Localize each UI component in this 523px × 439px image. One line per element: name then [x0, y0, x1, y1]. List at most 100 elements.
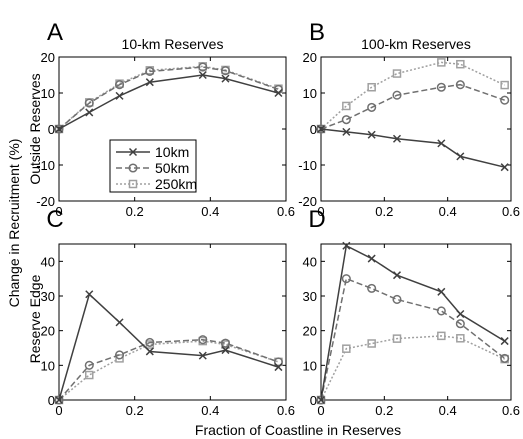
- series-line-50km: [320, 277, 506, 401]
- data-point: [198, 351, 207, 360]
- legend-item-250km: 250km: [116, 176, 197, 192]
- y-tick-label: 0: [310, 393, 317, 408]
- data-point: [198, 62, 208, 72]
- plot-frame: [320, 243, 512, 401]
- series-10km: [316, 124, 509, 172]
- series-10km: [316, 241, 509, 405]
- data-point: [342, 127, 351, 136]
- data-point: [198, 335, 208, 345]
- panel-A: 0 0.2 0.4 0.6 -20 -10 0 10 20 10-km Reserves A: [36, 19, 295, 219]
- x-tick-label: 0.2: [375, 204, 393, 219]
- data-point: [316, 124, 326, 134]
- y-tick-label: -20: [298, 194, 317, 209]
- x-tick-label: 0.6: [277, 403, 295, 418]
- y-tick-label: -10: [298, 158, 317, 173]
- data-point: [437, 331, 446, 341]
- y-tick-label: 0: [310, 122, 317, 137]
- data-point: [367, 339, 376, 348]
- legend-item-10km: 10km: [116, 144, 189, 160]
- x-tick-label: 0: [55, 403, 62, 418]
- legend-marker: [128, 147, 138, 157]
- y-axis-label: Change in Recruitment (%): [6, 139, 22, 308]
- series-250km: [54, 336, 283, 405]
- panel-title: 10-km Reserves: [122, 36, 224, 52]
- data-point: [455, 80, 465, 90]
- y-tick-label: 10: [303, 358, 317, 373]
- panel-letter: C: [46, 206, 63, 233]
- data-point: [455, 319, 465, 329]
- x-tick-label: 0.4: [201, 204, 219, 219]
- data-point: [341, 274, 351, 284]
- panel-D: 0 0.2 0.4 0.6 0 10 20 30 40 D: [303, 206, 521, 418]
- y-tick-label: 20: [303, 324, 317, 339]
- series-50km: [316, 274, 510, 405]
- panel-title: 100-km Reserves: [361, 36, 471, 52]
- x-tick-label: 0.4: [439, 204, 457, 219]
- x-axis-label: Fraction of Coastline in Reserves: [195, 422, 401, 438]
- y-tick-label: 10: [303, 86, 317, 101]
- data-point: [115, 91, 124, 100]
- data-point: [367, 254, 376, 263]
- data-point: [85, 290, 94, 299]
- x-tick-label: 0: [317, 204, 324, 219]
- series-line-50km: [320, 83, 505, 130]
- data-point: [145, 337, 155, 348]
- data-point: [367, 283, 377, 293]
- y-tick-label: 40: [303, 254, 317, 269]
- data-point: [456, 334, 465, 343]
- panel-letter: A: [47, 19, 63, 46]
- y-tick-label: 10: [41, 358, 55, 373]
- x-tick-label: 0: [55, 204, 62, 219]
- data-point: [437, 139, 446, 148]
- data-point: [145, 66, 155, 76]
- data-point: [342, 344, 351, 353]
- data-point: [220, 66, 231, 76]
- data-point: [392, 271, 402, 280]
- data-point: [500, 95, 510, 105]
- data-point: [392, 90, 402, 100]
- panel-letter: B: [309, 19, 325, 46]
- legend-label: 250km: [155, 176, 197, 192]
- data-point: [274, 363, 283, 372]
- legend-label: 50km: [155, 160, 189, 176]
- y-tick-label: 20: [41, 324, 55, 339]
- y-tick-label: 30: [303, 289, 317, 304]
- series-line-250km: [320, 335, 506, 401]
- data-point: [221, 346, 230, 355]
- y-tick-label: 0: [48, 393, 55, 408]
- data-point: [341, 115, 351, 125]
- legend-item-50km: 50km: [116, 160, 189, 176]
- data-point: [85, 370, 94, 380]
- data-point: [456, 59, 465, 69]
- series-250km: [54, 62, 283, 134]
- series-50km: [54, 62, 283, 134]
- y-tick-label: -10: [36, 158, 55, 173]
- y-tick-label: 40: [41, 254, 55, 269]
- legend-label: 10km: [155, 144, 189, 160]
- data-point: [456, 152, 465, 161]
- data-point: [436, 306, 446, 316]
- data-point: [145, 347, 154, 356]
- series-50km: [54, 335, 283, 405]
- x-tick-label: 0.6: [277, 204, 295, 219]
- data-point: [115, 354, 124, 363]
- data-point: [367, 102, 377, 112]
- data-point: [84, 360, 94, 370]
- series-line-10km: [58, 74, 279, 130]
- series-line-10km: [58, 292, 279, 401]
- data-point: [500, 353, 510, 363]
- data-point: [54, 124, 64, 134]
- series-50km: [316, 80, 510, 134]
- series-250km: [316, 58, 509, 134]
- x-tick-label: 0.4: [439, 403, 457, 418]
- y-tick-label: -20: [36, 194, 55, 209]
- data-point: [114, 350, 125, 360]
- series-line-250km: [58, 65, 279, 130]
- data-point: [221, 74, 230, 83]
- data-point: [392, 134, 402, 143]
- data-point: [500, 80, 509, 90]
- x-tick-label: 0.2: [126, 403, 144, 418]
- data-point: [85, 108, 94, 117]
